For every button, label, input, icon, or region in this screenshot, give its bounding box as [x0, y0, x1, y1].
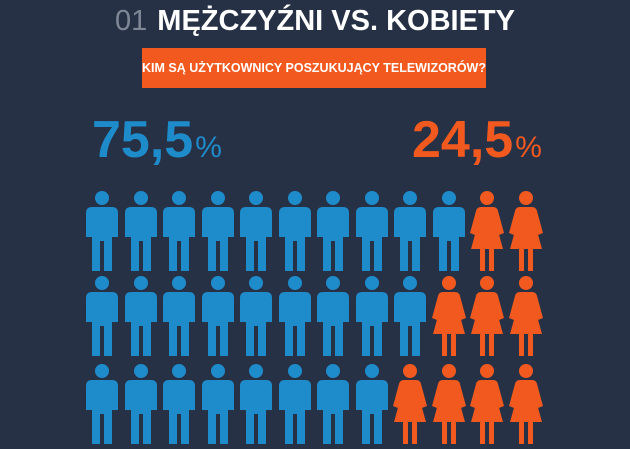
men-percentage-value: 75,5	[92, 111, 194, 169]
woman-icon	[393, 364, 427, 444]
man-icon	[316, 364, 350, 444]
man-icon	[432, 191, 466, 271]
man-icon	[355, 191, 389, 271]
pictogram-grid	[85, 186, 555, 449]
man-icon	[124, 191, 158, 271]
man-icon	[316, 191, 350, 271]
man-icon	[201, 191, 235, 271]
man-icon	[201, 276, 235, 356]
woman-icon	[432, 364, 466, 444]
man-icon	[124, 276, 158, 356]
women-percentage: 24,5%	[412, 112, 542, 176]
man-icon	[316, 276, 350, 356]
page-title: MĘŻCZYŹNI VS. KOBIETY	[157, 5, 515, 37]
man-icon	[355, 364, 389, 444]
woman-icon	[432, 276, 466, 356]
woman-icon	[509, 364, 543, 444]
man-icon	[278, 276, 312, 356]
man-icon	[162, 364, 196, 444]
woman-icon	[509, 191, 543, 271]
woman-icon	[470, 364, 504, 444]
men-percentage: 75,5%	[92, 112, 222, 176]
man-icon	[278, 364, 312, 444]
section-number: 01	[115, 5, 148, 37]
men-percentage-unit: %	[195, 131, 222, 164]
man-icon	[278, 191, 312, 271]
man-icon	[239, 364, 273, 444]
woman-icon	[509, 276, 543, 356]
man-icon	[239, 191, 273, 271]
man-icon	[355, 276, 389, 356]
man-icon	[393, 276, 427, 356]
man-icon	[85, 364, 119, 444]
women-percentage-unit: %	[515, 131, 542, 164]
man-icon	[85, 276, 119, 356]
title: 01 MĘŻCZYŹNI VS. KOBIETY	[0, 4, 630, 38]
man-icon	[124, 364, 158, 444]
woman-icon	[470, 191, 504, 271]
woman-icon	[470, 276, 504, 356]
man-icon	[393, 191, 427, 271]
man-icon	[85, 191, 119, 271]
man-icon	[162, 191, 196, 271]
man-icon	[239, 276, 273, 356]
question-banner: KIM SĄ UŻYTKOWNICY POSZUKUJĄCY TELEWIZOR…	[142, 48, 486, 88]
women-percentage-value: 24,5	[412, 111, 514, 169]
man-icon	[162, 276, 196, 356]
man-icon	[201, 364, 235, 444]
